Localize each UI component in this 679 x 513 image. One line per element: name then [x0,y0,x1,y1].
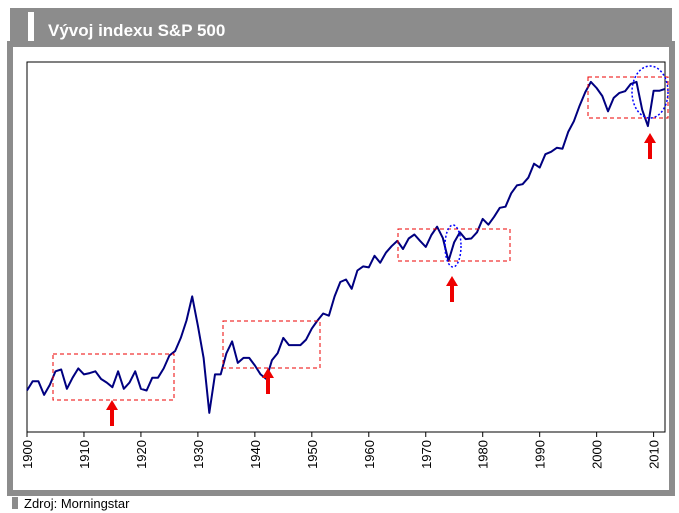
x-tick-label: 1900 [20,440,35,469]
line-series [26,80,666,414]
arrow [644,133,656,159]
header-accent [28,12,34,44]
plot-area [26,61,666,433]
highlights [444,65,669,268]
x-tick-label: 1990 [533,440,548,469]
chart-title: Vývoj indexu S&P 500 [48,21,225,40]
x-tick-label: 1930 [191,440,206,469]
arrow [262,368,274,394]
x-tick-label: 1940 [248,440,263,469]
range-box [397,228,511,262]
x-tick-label: 1920 [134,440,149,469]
header-bar [10,8,672,44]
x-tick-label: 1910 [77,440,92,469]
x-tick-label: 1950 [305,440,320,469]
range-box [52,353,175,401]
arrows [106,133,656,426]
highlight-ellipse [444,224,462,268]
arrow [446,276,458,302]
range-box [222,320,321,369]
source-marker [12,497,18,509]
source: Zdroj: Morningstar [24,496,130,511]
x-tick-label: 1970 [419,440,434,469]
arrow [106,400,118,426]
x-tick-label: 1980 [476,440,491,469]
x-tick-label: 1960 [362,440,377,469]
x-tick-label: 2000 [590,440,605,469]
marks [26,80,666,414]
highlight-ellipse [631,65,669,119]
x-tick-label: 2010 [647,440,662,469]
